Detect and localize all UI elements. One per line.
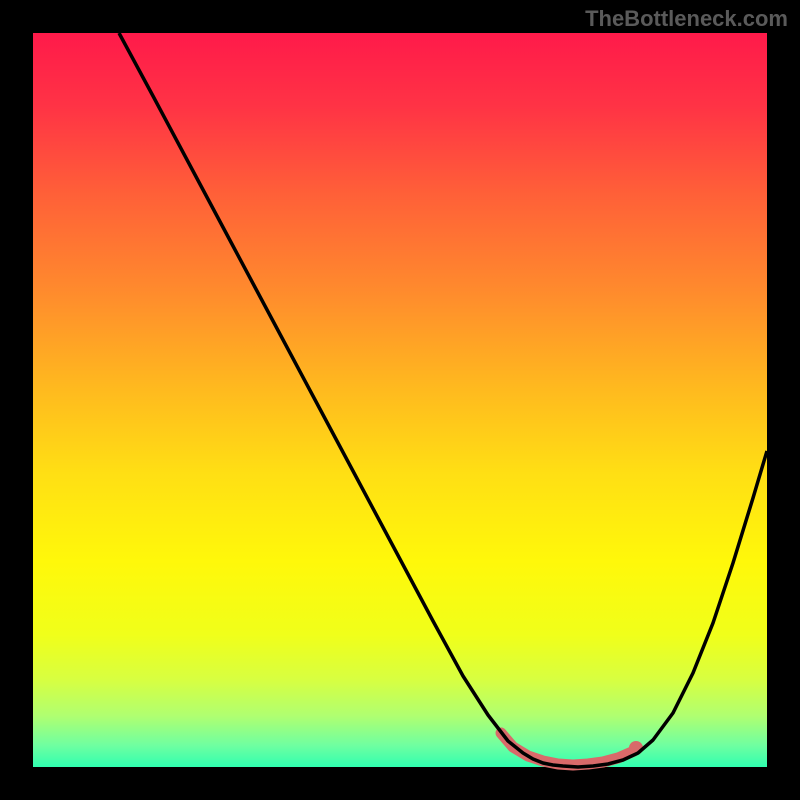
watermark-text: TheBottleneck.com xyxy=(585,6,788,32)
curve-layer xyxy=(33,33,767,767)
plot-area xyxy=(33,33,767,767)
bottleneck-curve xyxy=(119,33,767,767)
highlight-segment xyxy=(501,733,634,765)
